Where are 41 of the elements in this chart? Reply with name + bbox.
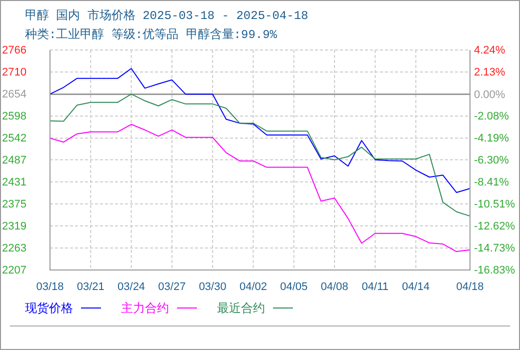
line-series: [50, 124, 470, 252]
x-tick-label: 03/18: [36, 280, 64, 293]
chart-title: 甲醇 国内 市场价格 2025-03-18 - 2025-04-18: [25, 8, 308, 23]
y-tick-label: 2766: [2, 44, 26, 57]
y-tick-label: 2598: [2, 110, 26, 123]
x-tick-label: 04/02: [239, 280, 267, 293]
y-tick-label: 2431: [2, 176, 26, 188]
x-tick-label: 04/08: [320, 280, 348, 293]
y-tick-label: 2654: [2, 88, 26, 101]
x-tick-label: 03/27: [158, 280, 186, 293]
y-tick-label: 2263: [2, 242, 26, 254]
y2-tick-label: -4.19%: [474, 132, 510, 145]
x-tick-label: 04/05: [280, 280, 308, 293]
y-tick-label: 2319: [2, 220, 26, 232]
x-tick-label: 04/14: [402, 280, 430, 293]
y2-tick-label: -14.73%: [474, 242, 516, 255]
legend-label: 主力合约: [121, 301, 169, 316]
y-tick-label: 2207: [2, 264, 26, 277]
legend-label: 最近合约: [217, 302, 265, 316]
chart-subtitle: 种类:工业甲醇 等级:优等品 甲醇含量:99.9%: [25, 27, 278, 42]
x-tick-label: 04/18: [456, 280, 484, 293]
x-tick-label: 04/11: [362, 280, 389, 293]
x-tick-label: 03/21: [76, 280, 104, 293]
y2-tick-label: -16.83%: [474, 264, 516, 277]
y2-tick-label: -2.08%: [474, 110, 510, 123]
y2-tick-label: -8.41%: [474, 176, 510, 189]
y-tick-label: 2487: [2, 154, 26, 166]
y-tick-label: 2710: [2, 66, 26, 79]
y-tick-label: 2375: [2, 198, 26, 210]
y2-tick-label: -6.30%: [474, 154, 510, 167]
y2-tick-label: -10.51%: [474, 198, 516, 211]
line-series: [50, 68, 470, 193]
y2-tick-label: 4.24%: [474, 44, 506, 57]
y2-tick-label: 2.13%: [474, 66, 506, 79]
line-series: [50, 94, 470, 217]
x-tick-label: 03/24: [118, 280, 146, 293]
x-tick-label: 03/30: [198, 280, 226, 293]
legend-label: 现货价格: [25, 302, 73, 316]
y2-tick-label: 0.00%: [474, 88, 506, 101]
y-tick-label: 2542: [2, 132, 26, 145]
y2-tick-label: -12.62%: [474, 220, 516, 233]
